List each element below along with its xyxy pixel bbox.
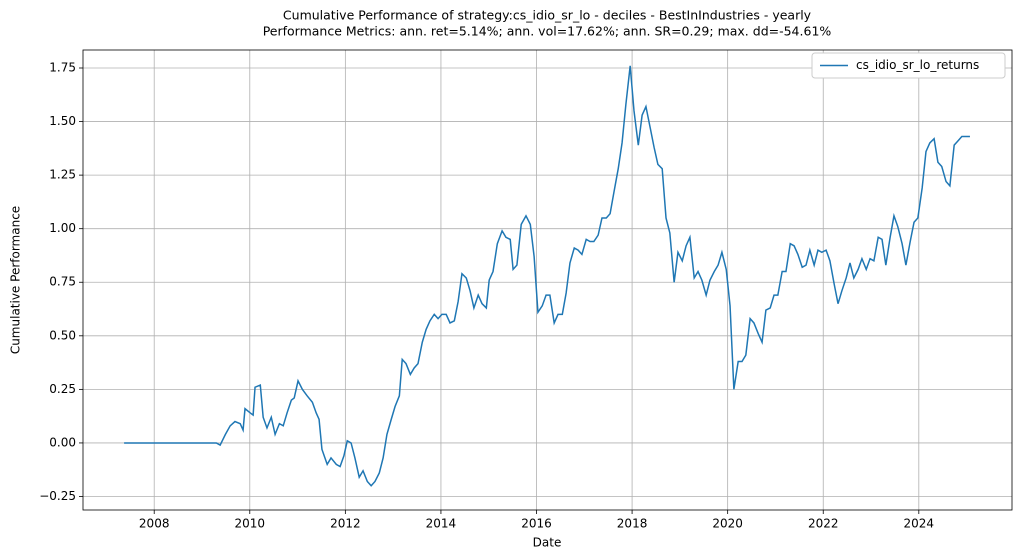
y-tick-label: 1.50 (49, 114, 76, 128)
y-tick-label: 1.25 (49, 168, 76, 182)
x-tick-label: 2022 (808, 517, 839, 531)
y-tick-label: 0.75 (49, 275, 76, 289)
y-tick-label: 1.00 (49, 221, 76, 235)
y-tick-label: 0.00 (49, 435, 76, 449)
x-tick-label: 2018 (617, 517, 648, 531)
x-tick-label: 2016 (521, 517, 552, 531)
x-tick-label: 2024 (904, 517, 935, 531)
y-axis-label: Cumulative Performance (9, 206, 23, 354)
legend-label: cs_idio_sr_lo_returns (856, 58, 979, 72)
legend-box (811, 52, 1006, 79)
y-tick-label: 0.25 (49, 382, 76, 396)
data-line (124, 65, 970, 487)
y-tick-label: 1.75 (49, 60, 76, 74)
chart-subtitle: Performance Metrics: ann. ret=5.14%; ann… (263, 24, 832, 39)
y-tick-label: 0.50 (49, 328, 76, 342)
x-tick-label: 2014 (426, 517, 457, 531)
x-tick-label: 2020 (712, 517, 743, 531)
plot-frame (82, 49, 1013, 511)
x-axis-label: Date (533, 536, 562, 550)
chart-title: Cumulative Performance of strategy:cs_id… (283, 8, 812, 23)
y-tick-label: −0.25 (39, 489, 76, 503)
x-tick-label: 2008 (139, 517, 170, 531)
x-tick-label: 2010 (235, 517, 266, 531)
x-tick-label: 2012 (330, 517, 361, 531)
